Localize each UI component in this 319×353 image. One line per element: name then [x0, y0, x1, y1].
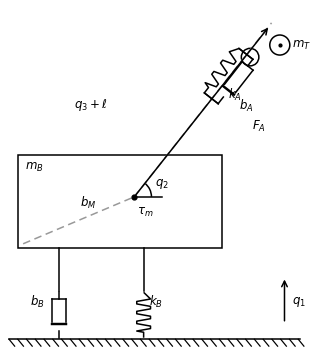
Text: $q_1$: $q_1$	[292, 295, 306, 309]
Text: $q_3+\ell$: $q_3+\ell$	[74, 96, 107, 113]
Text: $b_M$: $b_M$	[80, 195, 97, 211]
Text: $\tau_m$: $\tau_m$	[137, 206, 154, 219]
Text: $m_T$: $m_T$	[292, 38, 311, 52]
Text: $b_B$: $b_B$	[30, 294, 45, 310]
Text: $k_B$: $k_B$	[149, 294, 163, 310]
Text: $b_A$: $b_A$	[239, 98, 254, 114]
Text: $k_A$: $k_A$	[228, 87, 242, 103]
Text: $m_B$: $m_B$	[25, 161, 43, 174]
Text: $F_A$: $F_A$	[252, 119, 265, 134]
Text: $q_2$: $q_2$	[155, 176, 168, 191]
